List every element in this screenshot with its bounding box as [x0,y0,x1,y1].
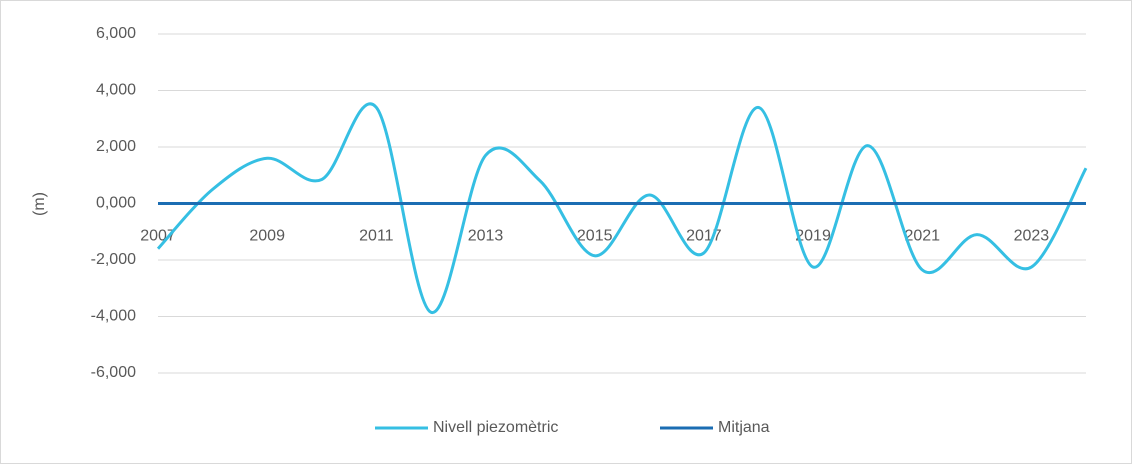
y-tick-label: -2,000 [91,251,136,268]
x-tick-label: 2021 [904,228,940,245]
y-tick-label: 6,000 [96,25,136,42]
series-line [156,102,1088,314]
x-tick-label: 2013 [468,228,504,245]
legend-label: Mitjana [718,419,770,436]
y-tick-label: -4,000 [91,308,136,325]
x-tick-label: 2009 [249,228,285,245]
legend-label: Nivell piezomètric [433,419,558,436]
y-tick-label: 4,000 [96,82,136,99]
x-tick-label: 2015 [577,228,613,245]
x-tick-label: 2019 [795,228,831,245]
y-tick-label: 2,000 [96,138,136,155]
y-tick-label: -6,000 [91,364,136,381]
x-tick-label: 2023 [1014,228,1050,245]
y-axis-label: (m) [31,192,48,216]
x-tick-label: 2011 [359,228,394,245]
y-tick-label: 0,000 [96,195,136,212]
